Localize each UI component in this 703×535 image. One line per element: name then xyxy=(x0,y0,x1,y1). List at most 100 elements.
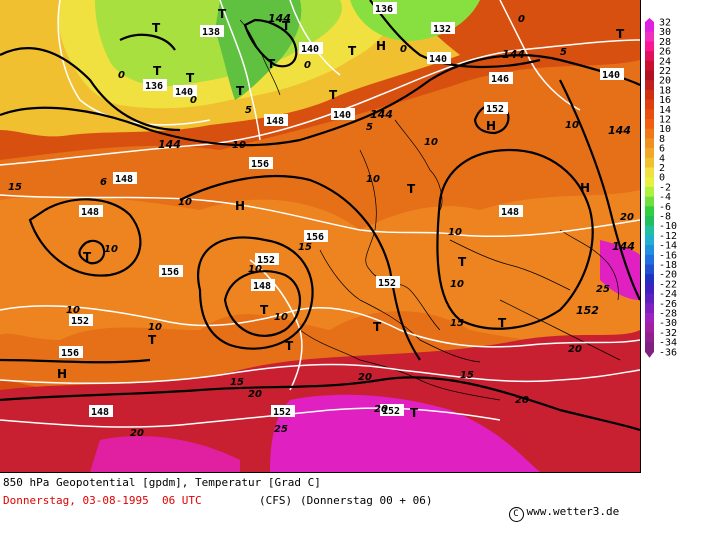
legend-swatch xyxy=(645,70,654,81)
geo-major-label: 144 xyxy=(370,108,393,121)
pressure-symbols: T T T T T T T T T T T T T T T T T T T H xyxy=(57,7,625,420)
temp-label: 15 xyxy=(230,377,244,388)
legend-value: 22 xyxy=(659,66,671,77)
legend-value: 8 xyxy=(659,134,665,145)
svg-text:140: 140 xyxy=(333,110,351,121)
low-symbol: T xyxy=(407,182,416,196)
legend-swatch xyxy=(645,235,654,246)
geo-label: 136 xyxy=(143,79,167,92)
legend-value: 4 xyxy=(659,153,665,164)
isotherms xyxy=(0,0,640,428)
svg-text:148: 148 xyxy=(253,281,271,292)
temp-label: 10 xyxy=(450,279,464,290)
temp-field-magenta-east xyxy=(600,240,640,300)
geo-label: 156 xyxy=(249,157,273,170)
map-date: Donnerstag, 03-08-1995 06 UTC xyxy=(3,494,202,507)
svg-text:152: 152 xyxy=(273,407,291,418)
legend-swatch xyxy=(645,80,654,91)
legend-swatch xyxy=(645,322,654,333)
geo-label: 140 xyxy=(331,108,355,121)
low-symbol: T xyxy=(348,44,357,58)
svg-text:152: 152 xyxy=(257,255,275,266)
legend-swatch xyxy=(645,264,654,275)
legend-swatch xyxy=(645,283,654,295)
svg-text:152: 152 xyxy=(382,406,400,417)
high-symbol: H xyxy=(235,199,245,213)
temp-label: 20 xyxy=(130,428,144,439)
low-symbol: T xyxy=(83,250,92,264)
temp-label: 5 xyxy=(245,105,252,116)
svg-text:140: 140 xyxy=(175,87,193,98)
legend-swatch xyxy=(645,109,654,120)
temp-label: 10 xyxy=(274,312,288,323)
geo-major-label: 144 xyxy=(268,12,291,25)
temp-label: 20 xyxy=(620,212,634,223)
temp-label: 0 xyxy=(190,95,197,106)
svg-text:152: 152 xyxy=(378,278,396,289)
geo-label: 156 xyxy=(59,346,83,359)
geo-label: 140 xyxy=(427,52,451,65)
legend-value: 24 xyxy=(659,56,671,67)
legend-swatch xyxy=(645,157,654,168)
legend-swatch xyxy=(645,245,654,256)
legend-value: 20 xyxy=(659,76,671,87)
legend-swatch xyxy=(645,148,654,159)
weather-map: 138 136 132 140 140 140 136 140 140 146 … xyxy=(0,0,641,473)
geo-label: 152 xyxy=(255,253,279,266)
svg-text:148: 148 xyxy=(501,207,519,218)
temp-label: 10 xyxy=(148,322,162,333)
copyright-icon: C xyxy=(508,507,524,522)
geo-label: 156 xyxy=(304,230,328,243)
legend-value: -16 xyxy=(659,250,677,261)
svg-text:136: 136 xyxy=(375,4,393,15)
legend-value: 16 xyxy=(659,95,671,106)
temp-label: 10 xyxy=(366,174,380,185)
legend-swatch xyxy=(645,167,654,178)
legend-swatch xyxy=(645,128,654,139)
legend-value: 14 xyxy=(659,105,671,116)
svg-text:138: 138 xyxy=(202,27,220,38)
legend-swatch xyxy=(645,196,654,207)
geo-major-label: 152 xyxy=(576,304,599,317)
temp-field-magenta xyxy=(270,394,540,472)
legend-swatch xyxy=(645,186,654,198)
legend-value: -2 xyxy=(659,182,671,193)
legend-value: -34 xyxy=(659,338,677,349)
legend-value: 12 xyxy=(659,115,671,126)
temp-label: 5 xyxy=(366,122,373,133)
geo-label: 152 xyxy=(380,404,404,417)
temp-label: 10 xyxy=(232,140,246,151)
low-symbol: T xyxy=(236,84,245,98)
legend-value: 26 xyxy=(659,47,671,58)
temperature-labels: 0 0 0 0 0 5 5 5 6 10 10 10 10 10 10 10 1… xyxy=(8,14,634,439)
legend-swatch xyxy=(645,303,654,314)
geo-label: 148 xyxy=(251,279,275,292)
svg-text:156: 156 xyxy=(306,232,324,243)
legend-swatch xyxy=(645,119,654,130)
geo-major-label: 144 xyxy=(612,240,635,253)
legend-value: -8 xyxy=(659,212,671,223)
legend-arrow-top xyxy=(645,18,654,22)
legend-value: 32 xyxy=(659,18,671,29)
map-title: 850 hPa Geopotential [gpdm], Temperatur … xyxy=(3,476,321,489)
geo-label: 148 xyxy=(113,172,137,185)
temp-label: 20 xyxy=(374,404,388,415)
legend-value: 2 xyxy=(659,163,665,174)
legend-swatch xyxy=(645,293,654,304)
temp-label: 10 xyxy=(424,137,438,148)
geo-label: 152 xyxy=(376,276,400,289)
legend-value: -10 xyxy=(659,221,677,232)
legend-arrow-bottom xyxy=(645,351,654,358)
high-symbol: H xyxy=(376,39,386,53)
legend-swatch xyxy=(645,206,654,217)
temp-label: 10 xyxy=(448,227,462,238)
legend-value: -12 xyxy=(659,231,677,242)
legend-swatch xyxy=(645,22,654,33)
geo-label: 148 xyxy=(79,205,103,218)
low-symbol: T xyxy=(218,7,227,21)
legend-value: -6 xyxy=(659,202,671,213)
low-symbol: T xyxy=(373,320,382,334)
legend-swatch xyxy=(645,313,654,324)
geo-label: 140 xyxy=(600,68,624,81)
